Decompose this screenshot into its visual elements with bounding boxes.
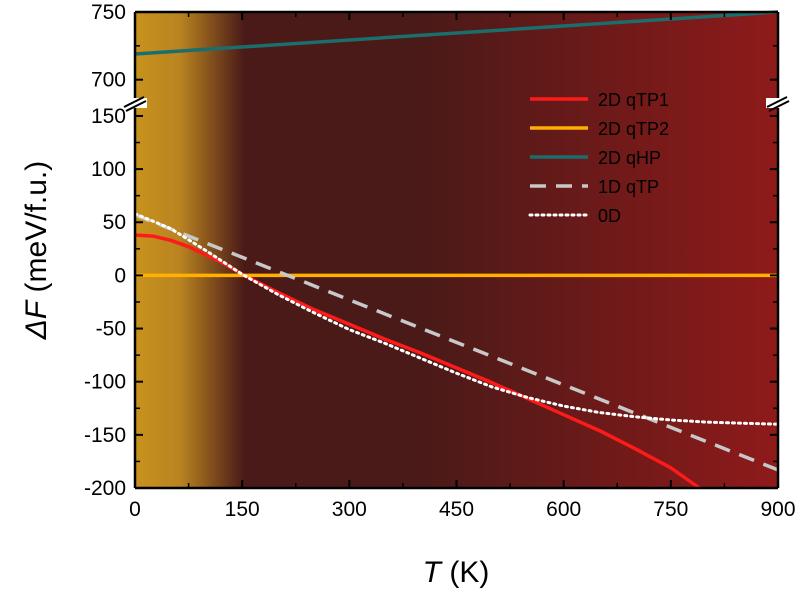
legend-label: 0D <box>598 206 621 226</box>
y-tick-label: -150 <box>84 424 126 447</box>
y-tick-label: -100 <box>84 371 126 394</box>
y-axis-unit: (meV/f.u.) <box>20 161 53 301</box>
y-tick-label: 0 <box>114 264 126 287</box>
y-tick-label: 50 <box>103 211 126 234</box>
series-layer <box>133 10 780 490</box>
legend-label: 2D qTP2 <box>598 119 669 139</box>
axis-break-slash <box>766 96 788 108</box>
y-tick-label: -50 <box>96 318 126 341</box>
x-axis-symbol: T <box>423 556 444 589</box>
y-tick-label: 100 <box>91 158 126 181</box>
axis-break-gap <box>766 98 790 108</box>
legend-label: 2D qHP <box>598 148 661 168</box>
x-tick-label: 300 <box>332 498 367 521</box>
x-axis-unit: (K) <box>441 556 489 589</box>
x-tick-label: 900 <box>760 498 795 521</box>
series-line-1d-qtp <box>134 213 779 472</box>
x-tick-label: 0 <box>129 498 141 521</box>
series-line-0d <box>133 212 780 426</box>
y-axis-symbol: ΔF <box>20 299 53 340</box>
axis-break-gap <box>123 98 147 108</box>
y-axis-title: ΔF (meV/f.u.) <box>20 161 53 340</box>
y-tick-label: 750 <box>91 1 126 24</box>
y-tick-label: -200 <box>84 477 126 500</box>
plot-background <box>135 12 778 488</box>
series-line-2d-qtp1 <box>134 233 701 490</box>
axis-break-slash <box>123 96 145 108</box>
axis-ticks: 0 150 300 450 600 750 900 700 750 -200 -150 -100 -50… <box>84 1 796 521</box>
y-tick-label: 150 <box>91 105 126 128</box>
axis-break-slash <box>768 100 790 112</box>
x-tick-label: 600 <box>546 498 581 521</box>
axis-break-left <box>123 96 147 112</box>
x-axis-title: T (K) <box>423 556 490 589</box>
x-tick-label: 450 <box>439 498 474 521</box>
legend: 2D qTP1 2D qTP2 2D qHP 1D qTP 0D <box>528 90 669 226</box>
axis-break-slash <box>125 100 147 112</box>
legend-label: 2D qTP1 <box>598 90 669 110</box>
x-tick-label: 750 <box>653 498 688 521</box>
y-tick-label: 700 <box>91 69 126 92</box>
legend-label: 1D qTP <box>598 177 659 197</box>
axis-break-right <box>766 96 790 112</box>
x-tick-label: 150 <box>225 498 260 521</box>
